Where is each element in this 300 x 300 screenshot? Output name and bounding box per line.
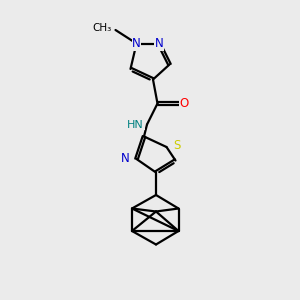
Text: N: N (154, 37, 164, 50)
Text: S: S (173, 139, 181, 152)
Text: O: O (180, 97, 189, 110)
Text: HN: HN (127, 119, 144, 130)
Text: N: N (121, 152, 130, 166)
Text: N: N (132, 37, 141, 50)
Text: CH₃: CH₃ (93, 22, 112, 33)
